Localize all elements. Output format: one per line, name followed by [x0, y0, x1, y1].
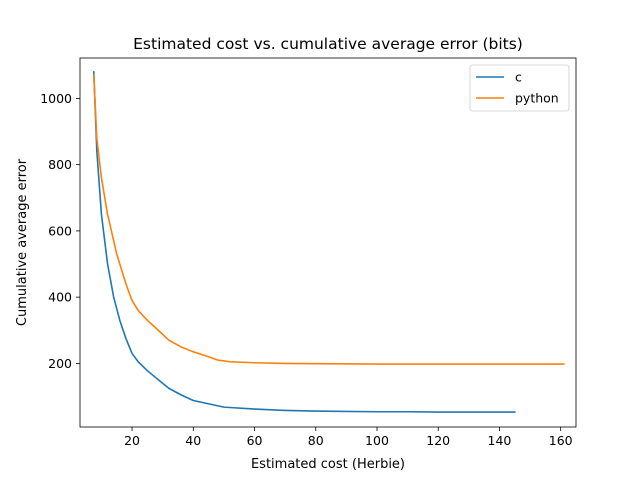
x-tick-label: 140: [488, 433, 512, 448]
y-tick-label: 400: [48, 290, 72, 305]
y-tick-label: 800: [48, 157, 72, 172]
plot-frame: [79, 57, 577, 428]
series-line-python: [92, 74, 565, 365]
legend-label-python: python: [515, 91, 559, 106]
y-tick-label: 600: [48, 223, 72, 238]
x-tick-label: 160: [549, 433, 573, 448]
x-tick-label: 60: [247, 433, 263, 448]
legend-label-c: c: [515, 70, 522, 85]
x-tick-label: 40: [185, 433, 201, 448]
x-tick-label: 100: [365, 433, 389, 448]
chart-title: Estimated cost vs. cumulative average er…: [133, 35, 523, 53]
y-axis-ticks: 200 400 600 800 1000: [40, 91, 80, 371]
series-layer: [92, 71, 565, 413]
y-tick-label: 200: [48, 356, 72, 371]
x-axis-ticks: 20 40 60 80 100 120 140 160: [124, 427, 573, 448]
series-line-c: [92, 71, 516, 413]
x-tick-label: 80: [308, 433, 324, 448]
y-tick-label: 1000: [40, 91, 72, 106]
x-tick-label: 20: [124, 433, 140, 448]
legend: c python: [469, 64, 570, 112]
x-tick-label: 120: [426, 433, 450, 448]
x-axis-title: Estimated cost (Herbie): [251, 457, 405, 472]
y-axis-title: Cumulative average error: [15, 158, 30, 326]
